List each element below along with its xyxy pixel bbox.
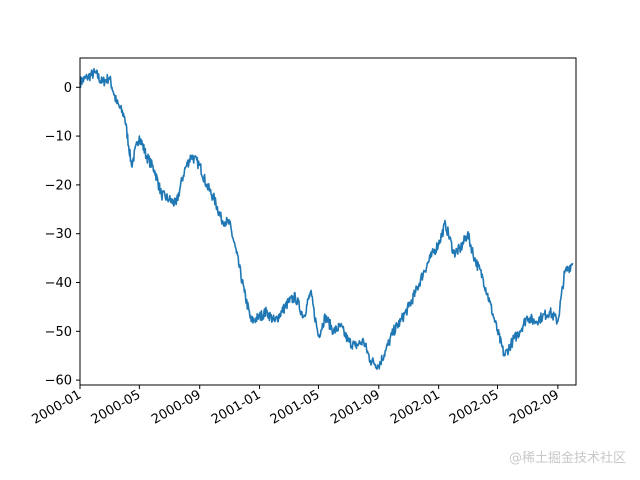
plot-background xyxy=(80,58,576,385)
watermark: @稀土掘金技术社区 xyxy=(508,451,626,466)
y-tick-label: −20 xyxy=(45,178,72,193)
x-tick-label: 2002-01 xyxy=(388,387,443,427)
x-tick-label: 2002-09 xyxy=(507,387,562,427)
x-tick-label: 2002-05 xyxy=(447,387,502,427)
x-tick-label: 2000-01 xyxy=(29,387,84,427)
series-line xyxy=(79,68,574,370)
y-tick-label: −60 xyxy=(45,374,72,389)
y-tick-label: −30 xyxy=(45,227,72,242)
y-tick-label: −50 xyxy=(45,325,72,340)
y-tick-label: −10 xyxy=(45,130,72,145)
y-tick-label: 0 xyxy=(64,81,72,96)
x-tick-label: 2001-09 xyxy=(328,387,383,427)
x-tick-label: 2001-05 xyxy=(268,387,323,427)
y-tick-label: −40 xyxy=(45,276,72,291)
x-tick-label: 2000-09 xyxy=(149,387,204,427)
x-tick-label: 2000-05 xyxy=(89,387,144,427)
plot-frame xyxy=(79,57,577,386)
x-tick-label: 2001-01 xyxy=(209,387,264,427)
